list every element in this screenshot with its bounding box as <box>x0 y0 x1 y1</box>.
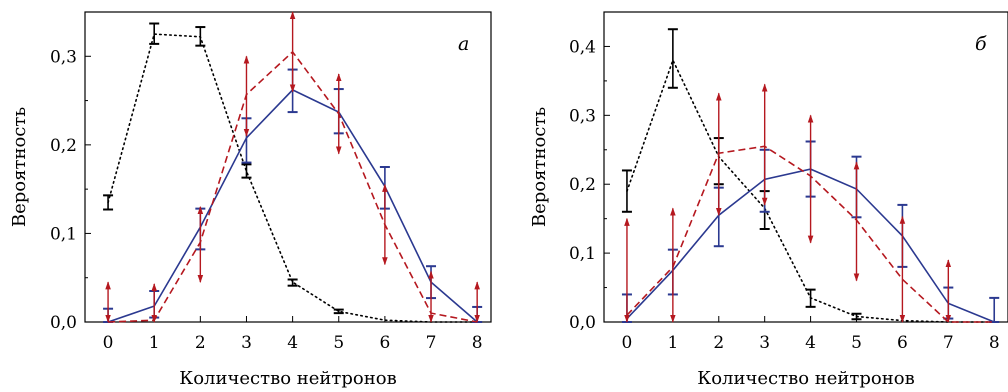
x-tick-label: 1 <box>667 333 678 353</box>
x-tick-label: 5 <box>851 333 862 353</box>
y-tick-label: 0,1 <box>569 244 596 264</box>
plot-frame <box>84 11 492 323</box>
y-axis-ticks: 0,0 0,1 0,2 0,3 <box>50 47 91 333</box>
x-axis-ticks: 0 1 2 3 4 5 6 7 8 <box>622 316 1000 353</box>
y-tick-label: 0,0 <box>569 313 596 333</box>
series-layer <box>621 28 1000 323</box>
x-tick-label: 2 <box>713 333 724 353</box>
x-tick-label: 4 <box>287 333 298 353</box>
y-tick-label: 0,1 <box>50 224 77 244</box>
x-tick-label: 1 <box>149 333 160 353</box>
x-tick-label: 3 <box>759 333 770 353</box>
x-tick-label: 4 <box>805 333 816 353</box>
plot-frame <box>603 11 1008 323</box>
y-axis-ticks: 0,0 0,1 0,2 0,3 0,4 <box>569 11 610 333</box>
panel-label: б <box>975 33 987 55</box>
series-line-dotted <box>107 33 479 323</box>
series-layer <box>103 11 483 323</box>
y-tick-label: 0,3 <box>569 106 596 126</box>
x-axis-title: Количество нейтронов <box>179 368 396 389</box>
chart-panel-b: 0 1 2 3 4 5 6 7 8 0,0 0,1 0,2 0,3 0,4 б Количество н… <box>529 11 1008 389</box>
chart-panel-a: 0 1 2 3 4 5 6 7 8 0,0 0,1 0,2 0,3 а Количество нейт… <box>9 11 492 389</box>
x-tick-label: 6 <box>379 333 390 353</box>
x-tick-label: 2 <box>195 333 206 353</box>
x-tick-label: 0 <box>103 333 114 353</box>
x-tick-label: 8 <box>989 333 1000 353</box>
x-axis-title: Количество нейтронов <box>697 368 914 389</box>
y-axis-title: Вероятность <box>9 107 30 227</box>
x-tick-label: 3 <box>241 333 252 353</box>
y-tick-label: 0,2 <box>50 136 77 156</box>
x-tick-label: 5 <box>333 333 344 353</box>
x-tick-label: 7 <box>943 333 954 353</box>
x-tick-label: 8 <box>472 333 483 353</box>
y-tick-label: 0,0 <box>50 313 77 333</box>
x-tick-label: 0 <box>622 333 633 353</box>
x-tick-label: 6 <box>897 333 908 353</box>
panel-label: а <box>458 33 469 55</box>
y-tick-label: 0,4 <box>569 37 596 57</box>
y-tick-label: 0,3 <box>50 47 77 67</box>
y-axis-title: Вероятность <box>529 107 550 227</box>
x-tick-label: 7 <box>426 333 437 353</box>
series-line-solid <box>107 88 478 323</box>
y-tick-label: 0,2 <box>569 175 596 195</box>
